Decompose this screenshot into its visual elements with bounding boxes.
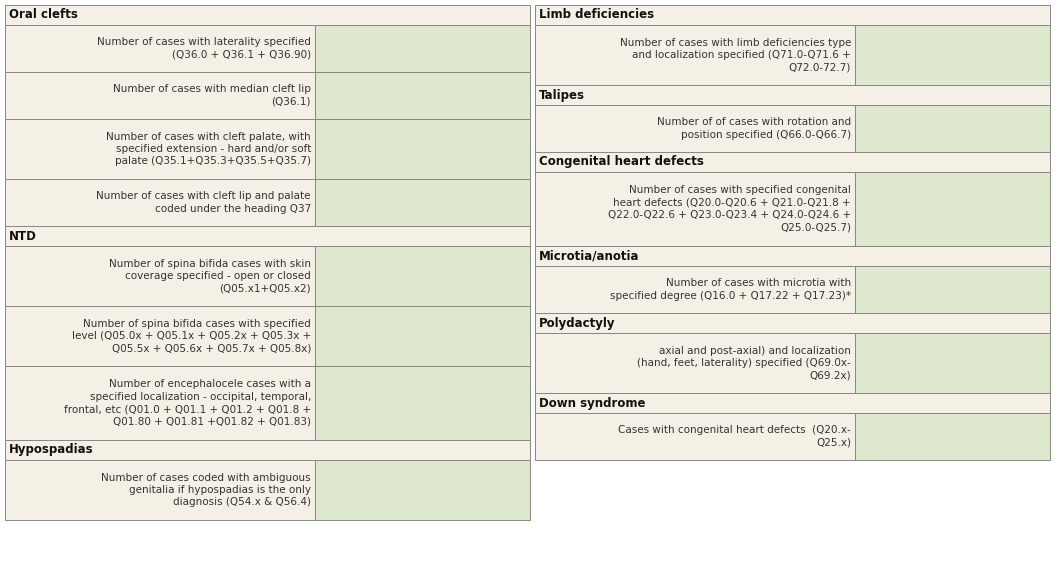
Bar [535,313,1050,333]
Text: Number of cases with cleft lip and palate
coded under the heading Q37: Number of cases with cleft lip and palat… [97,191,311,213]
Bar [5,460,315,520]
Bar [535,333,855,393]
Bar [315,72,530,119]
Bar [315,179,530,226]
Text: Congenital heart defects: Congenital heart defects [539,155,704,169]
Bar [535,85,1050,105]
Text: Limb deficiencies: Limb deficiencies [539,9,654,21]
Text: Number of cases with specified congenital
heart defects (Q20.0-Q20.6 + Q21.0-Q21: Number of cases with specified congenita… [607,186,851,233]
Text: Number of cases with microtia with
specified degree (Q16.0 + Q17.22 + Q17.23)*: Number of cases with microtia with speci… [610,278,851,300]
Text: Number of cases with limb deficiencies type
and localization specified (Q71.0-Q7: Number of cases with limb deficiencies t… [619,38,851,72]
Text: Hypospadias: Hypospadias [8,444,93,456]
Text: Number of spina bifida cases with skin
coverage specified - open or closed
(Q05.: Number of spina bifida cases with skin c… [109,259,311,293]
Bar [5,226,530,246]
Bar [855,105,1050,152]
Text: Number of spina bifida cases with specified
level (Q05.0x + Q05.1x + Q05.2x + Q0: Number of spina bifida cases with specif… [72,318,311,353]
Bar [5,25,315,72]
Bar [535,266,855,313]
Bar [5,179,315,226]
Bar [535,172,855,246]
Bar [5,366,315,440]
Bar [315,366,530,440]
Bar [315,25,530,72]
Bar [535,25,855,85]
Bar [535,246,1050,266]
Text: Number of cases with laterality specified
(Q36.0 + Q36.1 + Q36.90): Number of cases with laterality specifie… [97,37,311,60]
Text: Number of of cases with rotation and
position specified (Q66.0-Q66.7): Number of of cases with rotation and pos… [657,117,851,140]
Bar [5,440,530,460]
Bar [5,72,315,119]
Bar [855,333,1050,393]
Bar [855,413,1050,460]
Bar [855,172,1050,246]
Text: Polydactyly: Polydactyly [539,317,616,329]
Bar [855,266,1050,313]
Bar [535,105,855,152]
Bar [315,460,530,520]
Text: NTD: NTD [8,230,37,242]
Text: Talipes: Talipes [539,89,585,101]
Text: Number of cases with cleft palate, with
specified extension - hard and/or soft
p: Number of cases with cleft palate, with … [106,132,311,166]
Bar [5,119,315,179]
Bar [5,306,315,366]
Text: Microtia/anotia: Microtia/anotia [539,249,639,263]
Bar [315,119,530,179]
Bar [535,413,855,460]
Text: Down syndrome: Down syndrome [539,397,646,409]
Bar [5,246,315,306]
Text: Cases with congenital heart defects  (Q20.x-
Q25.x): Cases with congenital heart defects (Q20… [618,425,851,448]
Bar [5,5,530,25]
Bar [315,306,530,366]
Text: Number of cases coded with ambiguous
genitalia if hypospadias is the only
diagno: Number of cases coded with ambiguous gen… [101,473,311,508]
Bar [315,246,530,306]
Text: Oral clefts: Oral clefts [8,9,78,21]
Bar [535,5,1050,25]
Text: Number of encephalocele cases with a
specified localization - occipital, tempora: Number of encephalocele cases with a spe… [64,379,311,427]
Bar [855,25,1050,85]
Text: axial and post-axial) and localization
(hand, feet, laterality) specified (Q69.0: axial and post-axial) and localization (… [637,346,851,380]
Text: Number of cases with median cleft lip
(Q36.1): Number of cases with median cleft lip (Q… [114,84,311,107]
Bar [535,393,1050,413]
Bar [535,152,1050,172]
